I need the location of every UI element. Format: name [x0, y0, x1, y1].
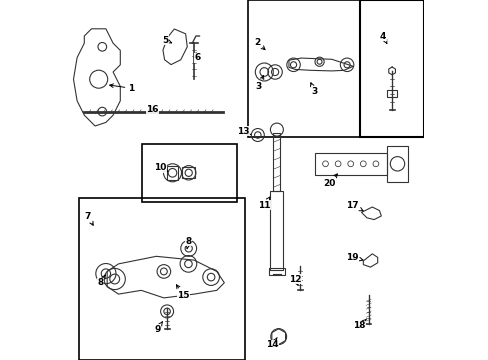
Text: 3: 3	[255, 76, 263, 91]
Bar	[386, 146, 407, 182]
Text: 8: 8	[185, 237, 191, 249]
Text: 7: 7	[84, 212, 93, 225]
Bar	[167, 166, 178, 180]
Text: 11: 11	[258, 197, 270, 210]
Text: 16: 16	[146, 105, 159, 114]
Bar	[273, 133, 280, 191]
Bar	[270, 191, 283, 270]
Text: 19: 19	[346, 253, 362, 262]
Text: 1: 1	[109, 84, 134, 93]
Text: 2: 2	[253, 38, 264, 50]
Text: 10: 10	[153, 163, 167, 172]
Bar	[181, 167, 195, 178]
Text: 17: 17	[346, 201, 362, 211]
Bar	[386, 90, 396, 97]
Bar	[314, 153, 386, 175]
Text: 15: 15	[176, 285, 189, 300]
Text: 20: 20	[322, 174, 337, 188]
Bar	[359, 0, 424, 137]
Bar	[79, 198, 244, 360]
Text: 13: 13	[237, 127, 250, 136]
Text: 3: 3	[310, 83, 317, 96]
Text: 12: 12	[288, 275, 301, 285]
Bar	[268, 268, 284, 275]
Text: 8: 8	[97, 275, 105, 287]
Text: 18: 18	[353, 319, 366, 330]
Bar	[247, 0, 424, 137]
Text: 6: 6	[194, 53, 201, 62]
Bar	[142, 144, 237, 202]
Text: 14: 14	[266, 338, 278, 349]
Text: 4: 4	[379, 32, 386, 44]
Text: 9: 9	[154, 322, 162, 334]
Text: 5: 5	[162, 36, 171, 45]
